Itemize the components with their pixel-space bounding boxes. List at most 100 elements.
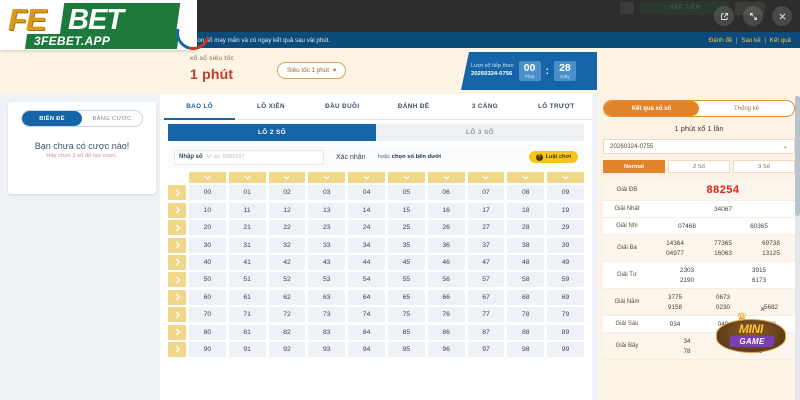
number-cell[interactable]: 88 — [507, 324, 545, 340]
number-cell[interactable]: 43 — [308, 254, 346, 270]
number-cell[interactable]: 21 — [228, 220, 266, 236]
grid-column-select-1[interactable] — [228, 172, 266, 183]
number-cell[interactable]: 24 — [348, 220, 385, 236]
grid-column-select-9[interactable] — [547, 172, 584, 183]
number-cell[interactable]: 83 — [308, 324, 346, 340]
number-cell[interactable]: 84 — [348, 324, 385, 340]
number-cell[interactable]: 86 — [427, 324, 465, 340]
number-cell[interactable]: 17 — [467, 202, 505, 218]
number-cell[interactable]: 29 — [547, 220, 584, 236]
site-logo[interactable]: FE BET 3FEBET.APP — [0, 0, 217, 57]
number-cell[interactable]: 26 — [427, 220, 465, 236]
number-cell[interactable]: 19 — [547, 202, 584, 218]
number-cell[interactable]: 64 — [348, 289, 385, 305]
sidebar-tab-bang-cuoc[interactable]: BẢNG CƯỢC — [92, 115, 132, 122]
number-cell[interactable]: 18 — [507, 202, 545, 218]
grid-column-select-2[interactable] — [268, 172, 306, 183]
number-cell[interactable]: 28 — [507, 220, 545, 236]
number-cell[interactable]: 08 — [507, 185, 545, 201]
grid-row-select-0[interactable] — [168, 185, 186, 201]
confirm-button[interactable]: Xác nhận — [336, 153, 366, 161]
grid-column-select-3[interactable] — [308, 172, 346, 183]
number-cell[interactable]: 36 — [427, 237, 465, 253]
number-cell[interactable]: 80 — [189, 324, 226, 340]
number-cell[interactable]: 13 — [308, 202, 346, 218]
number-cell[interactable]: 53 — [308, 272, 346, 288]
number-cell[interactable]: 97 — [467, 341, 505, 357]
number-cell[interactable]: 14 — [348, 202, 385, 218]
tab-thong-ke[interactable]: Thống kê — [733, 105, 760, 112]
number-cell[interactable]: 42 — [268, 254, 306, 270]
number-cell[interactable]: 55 — [387, 272, 425, 288]
page-scrollbar[interactable] — [795, 96, 800, 400]
number-cell[interactable]: 89 — [547, 324, 584, 340]
number-cell[interactable]: 23 — [308, 220, 346, 236]
tab-lo-xien[interactable]: LÔ XIÊN — [256, 102, 285, 110]
number-cell[interactable]: 48 — [507, 254, 545, 270]
tab-danh-de[interactable]: ĐÁNH ĐỀ — [397, 102, 430, 110]
number-cell[interactable]: 75 — [387, 307, 425, 323]
number-cell[interactable]: 49 — [547, 254, 584, 270]
number-cell[interactable]: 73 — [308, 307, 346, 323]
grid-row-select-9[interactable] — [168, 341, 186, 357]
number-cell[interactable]: 27 — [467, 220, 505, 236]
grid-row-select-1[interactable] — [168, 202, 186, 218]
number-cell[interactable]: 04 — [348, 185, 385, 201]
number-cell[interactable]: 87 — [467, 324, 505, 340]
number-cell[interactable]: 71 — [228, 307, 266, 323]
number-cell[interactable]: 65 — [387, 289, 425, 305]
number-cell[interactable]: 31 — [228, 237, 266, 253]
number-cell[interactable]: 03 — [308, 185, 346, 201]
number-cell[interactable]: 95 — [387, 341, 425, 357]
grid-column-select-8[interactable] — [507, 172, 545, 183]
mini-game-close-icon[interactable]: × — [760, 304, 766, 314]
number-cell[interactable]: 81 — [228, 324, 266, 340]
number-cell[interactable]: 96 — [427, 341, 465, 357]
number-cell[interactable]: 20 — [189, 220, 226, 236]
subtab-lo-2-so[interactable]: LÔ 2 SỐ — [168, 124, 376, 141]
number-cell[interactable]: 05 — [387, 185, 425, 201]
number-cell[interactable]: 92 — [268, 341, 306, 357]
number-cell[interactable]: 12 — [268, 202, 306, 218]
number-cell[interactable]: 37 — [467, 237, 505, 253]
tab-lo-truot[interactable]: LÔ TRƯỢT — [538, 102, 575, 110]
tab-3-cang[interactable]: 3 CÀNG — [471, 102, 499, 110]
number-cell[interactable]: 59 — [547, 272, 584, 288]
number-cell[interactable]: 91 — [228, 341, 266, 357]
number-cell[interactable]: 51 — [228, 272, 266, 288]
grid-row-select-6[interactable] — [168, 289, 186, 305]
scrollbar-thumb[interactable] — [795, 96, 800, 216]
number-cell[interactable]: 90 — [189, 341, 226, 357]
number-cell[interactable]: 47 — [467, 254, 505, 270]
sidebar-tab-bien-de[interactable]: BIÊN ĐỀ — [22, 111, 82, 126]
number-cell[interactable]: 82 — [268, 324, 306, 340]
number-cell[interactable]: 54 — [348, 272, 385, 288]
banner-link-ket-qua[interactable]: Kết quả — [769, 36, 791, 44]
grid-row-select-3[interactable] — [168, 237, 186, 253]
tab-ket-qua-xo-so[interactable]: Kết quả xổ số — [604, 101, 699, 116]
number-cell[interactable]: 52 — [268, 272, 306, 288]
number-cell[interactable]: 57 — [467, 272, 505, 288]
grid-column-select-4[interactable] — [348, 172, 385, 183]
number-cell[interactable]: 34 — [348, 237, 385, 253]
number-cell[interactable]: 10 — [189, 202, 226, 218]
number-cell[interactable]: 50 — [189, 272, 226, 288]
mode-2-so[interactable]: 2 Số — [668, 160, 730, 173]
mode-3-so[interactable]: 3 Số — [733, 160, 795, 173]
mode-select[interactable]: Siêu tốc 1 phút ▾ — [277, 62, 347, 79]
grid-column-select-5[interactable] — [387, 172, 425, 183]
number-cell[interactable]: 45 — [387, 254, 425, 270]
number-cell[interactable]: 69 — [547, 289, 584, 305]
fullscreen-icon[interactable] — [743, 6, 763, 26]
tab-dau-duoi[interactable]: ĐẦU ĐUÔI — [325, 102, 360, 110]
grid-column-select-0[interactable] — [189, 172, 226, 183]
number-cell[interactable]: 39 — [547, 237, 584, 253]
tab-bao-lo[interactable]: BAO LÔ — [164, 94, 236, 120]
number-cell[interactable]: 38 — [507, 237, 545, 253]
number-cell[interactable]: 46 — [427, 254, 465, 270]
number-cell[interactable]: 79 — [547, 307, 584, 323]
number-cell[interactable]: 01 — [228, 185, 266, 201]
number-cell[interactable]: 72 — [268, 307, 306, 323]
draw-select[interactable]: 20260324-0755 ⌄ — [603, 139, 795, 154]
number-cell[interactable]: 22 — [268, 220, 306, 236]
